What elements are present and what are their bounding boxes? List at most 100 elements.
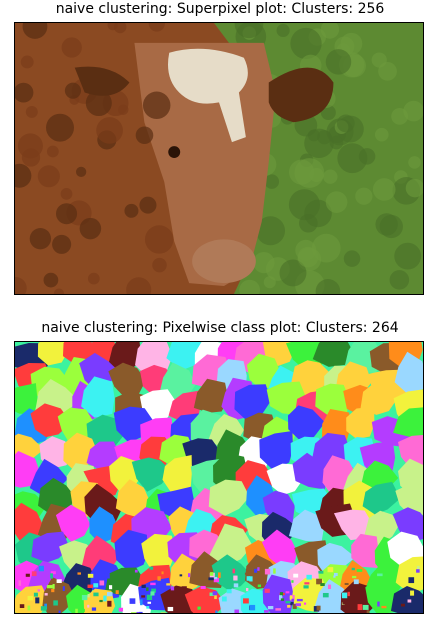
- class-noise-pixel: [46, 585, 53, 589]
- class-noise-pixel: [146, 594, 153, 601]
- class-noise-pixel: [287, 604, 291, 608]
- class-noise-pixel: [50, 573, 53, 579]
- class-noise-pixel: [289, 595, 293, 600]
- cow-eye: [168, 146, 181, 159]
- class-noise-pixel: [316, 605, 321, 611]
- grass-superpixel: [379, 214, 403, 239]
- class-noise-pixel: [273, 568, 276, 574]
- class-noise-pixel: [267, 606, 274, 610]
- class-region: [395, 556, 423, 595]
- class-noise-pixel: [152, 612, 159, 613]
- class-region: [37, 477, 75, 517]
- grass-superpixel: [408, 156, 421, 169]
- cow-superpixel: [96, 117, 123, 144]
- class-noise-pixel: [344, 582, 349, 585]
- grass-superpixel: [294, 158, 325, 188]
- class-noise-pixel: [333, 572, 338, 577]
- cow-muzzle: [192, 239, 256, 284]
- class-noise-pixel: [25, 573, 30, 577]
- grass-superpixel: [323, 169, 338, 184]
- class-noise-pixel: [51, 588, 55, 593]
- class-noise-pixel: [233, 575, 238, 581]
- class-noise-pixel: [280, 598, 285, 601]
- class-noise-pixel: [107, 600, 112, 607]
- class-noise-pixel: [50, 571, 56, 575]
- class-noise-pixel: [217, 572, 221, 578]
- cow-superpixel: [139, 196, 157, 214]
- class-noise-pixel: [93, 583, 99, 588]
- class-region: [262, 574, 295, 613]
- class-noise-pixel: [221, 596, 227, 602]
- cow-superpixel: [148, 23, 165, 32]
- class-noise-pixel: [291, 598, 294, 604]
- class-noise-pixel: [246, 576, 251, 581]
- class-noise-pixel: [18, 580, 22, 586]
- class-noise-pixel: [62, 586, 65, 592]
- class-noise-pixel: [27, 605, 31, 611]
- pixelwise-class-plot-image: [14, 341, 424, 614]
- class-region: [114, 529, 149, 572]
- grass-superpixel: [325, 49, 352, 75]
- grass-superpixel: [239, 279, 261, 294]
- grass-superpixel: [315, 279, 341, 294]
- class-region: [312, 342, 352, 367]
- grass-superpixel: [372, 178, 396, 201]
- class-noise-pixel: [33, 592, 38, 597]
- cow-blaze: [168, 48, 248, 143]
- class-noise-pixel: [279, 592, 284, 597]
- grass-superpixel: [297, 246, 319, 268]
- class-noise-pixel: [417, 565, 420, 572]
- class-noise-pixel: [320, 583, 325, 587]
- class-noise-pixel: [245, 568, 251, 573]
- grass-superpixel: [325, 191, 348, 213]
- class-noise-pixel: [115, 590, 119, 595]
- grass-superpixel: [256, 216, 286, 246]
- class-noise-pixel: [342, 600, 348, 605]
- class-noise-pixel: [293, 573, 299, 578]
- grass-superpixel: [276, 23, 290, 38]
- class-region: [392, 507, 423, 545]
- class-noise-pixel: [53, 600, 58, 606]
- grass-superpixel: [394, 242, 422, 270]
- class-noise-pixel: [232, 568, 236, 574]
- class-noise-pixel: [188, 573, 191, 578]
- class-noise-pixel: [243, 598, 249, 604]
- class-noise-pixel: [134, 569, 138, 573]
- class-noise-pixel: [410, 590, 415, 596]
- class-noise-pixel: [150, 591, 155, 596]
- class-noise-pixel: [316, 578, 323, 585]
- class-noise-pixel: [87, 584, 93, 588]
- class-noise-pixel: [161, 571, 164, 575]
- class-noise-pixel: [209, 592, 215, 596]
- grass-superpixel: [234, 23, 264, 39]
- class-region: [86, 441, 121, 470]
- class-noise-pixel: [35, 597, 40, 604]
- class-noise-pixel: [140, 599, 143, 606]
- class-noise-pixel: [352, 575, 357, 579]
- class-noise-pixel: [166, 583, 171, 586]
- cow-superpixel: [53, 288, 65, 294]
- class-noise-pixel: [244, 572, 248, 575]
- class-noise-pixel: [118, 581, 124, 586]
- class-noise-pixel: [264, 568, 271, 575]
- class-noise-pixel: [58, 610, 61, 613]
- cow-superpixel: [60, 187, 73, 200]
- class-noise-pixel: [213, 576, 218, 580]
- class-noise-pixel: [149, 566, 154, 570]
- cow-superpixel: [15, 82, 34, 103]
- class-region: [261, 529, 298, 567]
- class-noise-pixel: [347, 591, 350, 597]
- cow-superpixel: [15, 163, 32, 188]
- class-noise-pixel: [213, 577, 220, 583]
- grass-superpixel: [311, 233, 341, 263]
- class-noise-pixel: [104, 573, 110, 579]
- class-region: [31, 531, 70, 563]
- cow-superpixel: [85, 90, 112, 117]
- class-noise-pixel: [107, 592, 113, 597]
- class-noise-pixel: [146, 587, 149, 592]
- class-noise-pixel: [245, 587, 249, 592]
- class-region: [108, 342, 141, 374]
- class-noise-pixel: [295, 603, 301, 607]
- class-noise-pixel: [31, 571, 37, 577]
- class-noise-pixel: [215, 610, 218, 613]
